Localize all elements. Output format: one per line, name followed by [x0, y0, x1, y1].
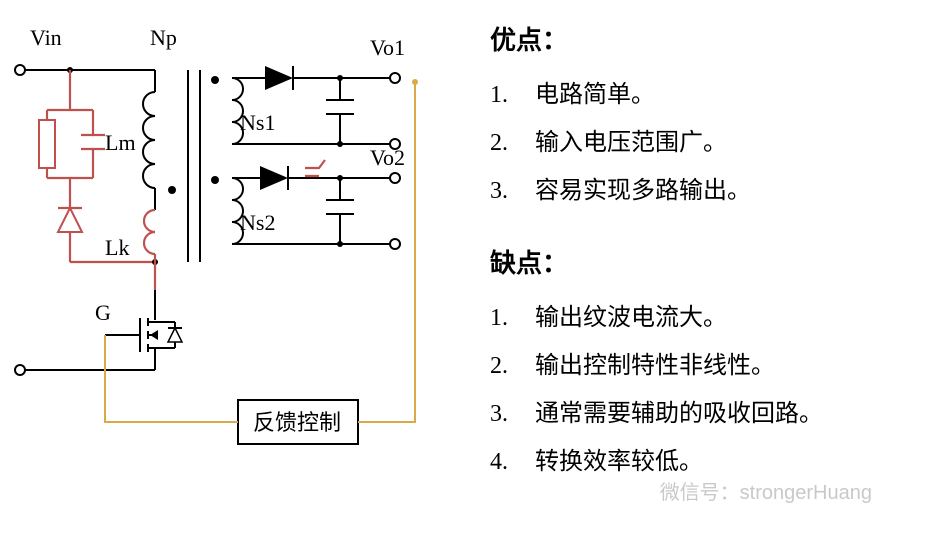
- list-item: 3.通常需要辅助的吸收回路。: [490, 390, 912, 438]
- advantages-list: 1.电路简单。 2.输入电压范围广。 3.容易实现多路输出。: [490, 71, 912, 215]
- lk-inductor: [144, 210, 155, 254]
- node: [337, 241, 343, 247]
- item-text: 输出纹波电流大。: [535, 294, 727, 342]
- snubber-diode: [58, 208, 82, 232]
- np-label: Np: [150, 25, 177, 50]
- vo1-terminal: [390, 73, 400, 83]
- vin-label: Vin: [30, 25, 62, 50]
- item-text: 电路简单。: [535, 71, 655, 119]
- dot-marker: [168, 186, 176, 194]
- mosfet: [105, 305, 182, 370]
- dot-marker: [211, 176, 219, 184]
- disadvantages-list: 1.输出纹波电流大。 2.输出控制特性非线性。 3.通常需要辅助的吸收回路。 4…: [490, 294, 912, 486]
- list-item: 3.容易实现多路输出。: [490, 167, 912, 215]
- feedback-wire-vo1: [358, 82, 415, 422]
- list-item: 1.输出纹波电流大。: [490, 294, 912, 342]
- snubber-resistor: [39, 120, 55, 168]
- node: [412, 79, 418, 85]
- list-item: 1.电路简单。: [490, 71, 912, 119]
- vo2-neg-terminal: [390, 239, 400, 249]
- diode-d2: [260, 166, 288, 190]
- feedback-label: 反馈控制: [253, 410, 341, 435]
- vo2-label: Vo2: [370, 145, 405, 170]
- disadvantages-title: 缺点：: [490, 243, 912, 280]
- list-item: 4.转换效率较低。: [490, 438, 912, 486]
- vo1-label: Vo1: [370, 35, 405, 60]
- ns2-label: Ns2: [240, 210, 275, 235]
- lm-label: Lm: [105, 130, 136, 155]
- circuit-diagram: Vin: [0, 0, 460, 545]
- vin-pos-terminal: [15, 65, 25, 75]
- vin-neg-terminal: [15, 365, 25, 375]
- ns1-label: Ns1: [240, 110, 275, 135]
- item-text: 容易实现多路输出。: [535, 167, 751, 215]
- lk-label: Lk: [105, 235, 129, 260]
- item-text: 通常需要辅助的吸收回路。: [535, 390, 823, 438]
- list-item: 2.输出控制特性非线性。: [490, 342, 912, 390]
- node: [337, 141, 343, 147]
- g-label: G: [95, 300, 111, 325]
- item-text: 输入电压范围广。: [535, 119, 727, 167]
- text-panel: 优点： 1.电路简单。 2.输入电压范围广。 3.容易实现多路输出。 缺点： 1…: [460, 0, 942, 545]
- item-text: 转换效率较低。: [535, 438, 703, 486]
- list-item: 2.输入电压范围广。: [490, 119, 912, 167]
- advantages-title: 优点：: [490, 20, 912, 57]
- vo2-terminal: [390, 173, 400, 183]
- dot-marker: [211, 76, 219, 84]
- lm-inductor: [143, 92, 155, 188]
- zener-switch-icon: [305, 160, 325, 176]
- diode-d1: [265, 66, 293, 90]
- item-text: 输出控制特性非线性。: [535, 342, 775, 390]
